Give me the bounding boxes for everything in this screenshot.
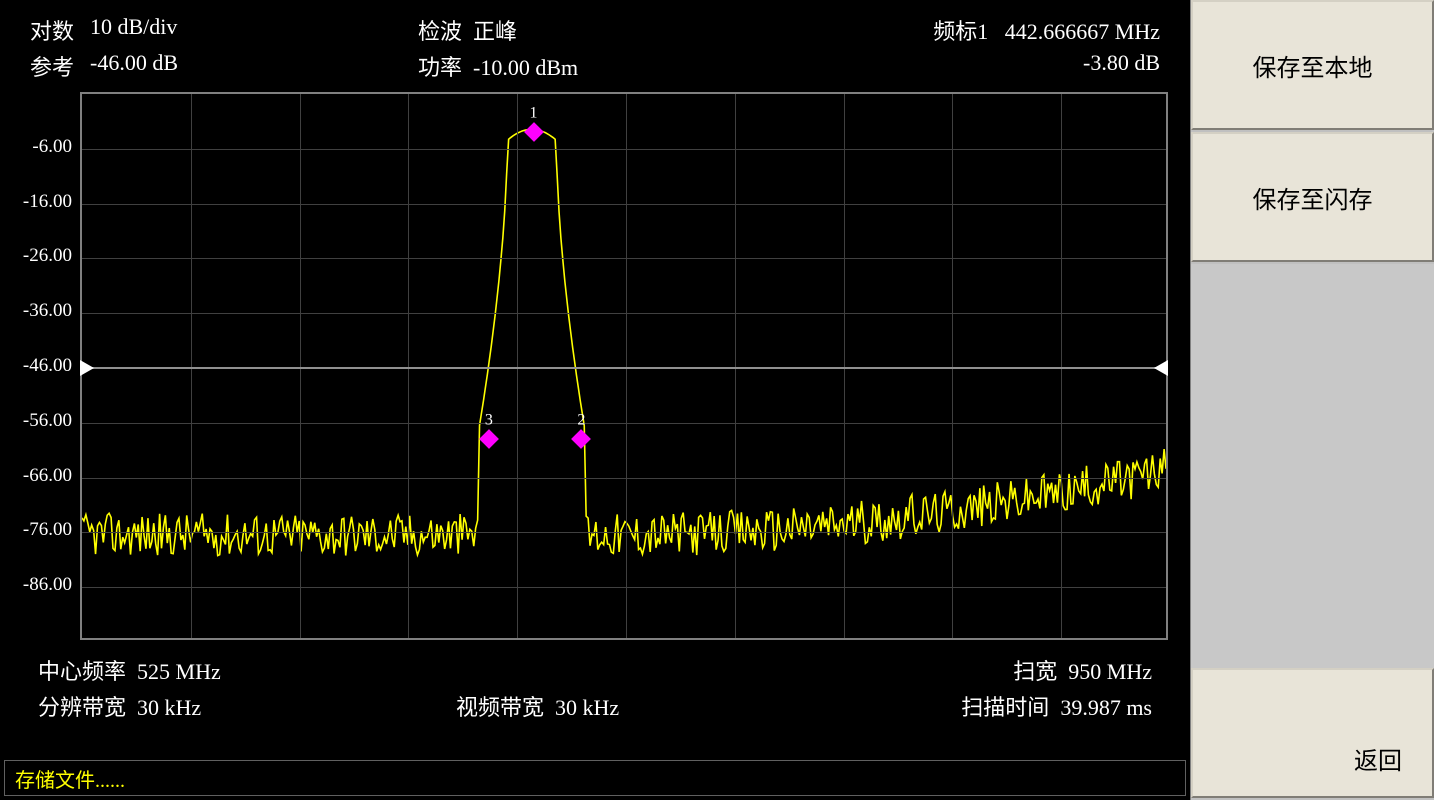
y-tick-label: -36.00 xyxy=(23,300,72,322)
y-tick-label: -26.00 xyxy=(23,245,72,267)
rbw: 分辨带宽 30 kHz xyxy=(38,690,201,722)
side-spacer xyxy=(1191,264,1434,668)
span: 扫宽 950 MHz xyxy=(1013,654,1152,686)
marker-label: 2 xyxy=(577,412,585,430)
grid-line-v xyxy=(408,94,409,638)
center-freq: 中心频率 525 MHz xyxy=(38,654,221,686)
grid-line-v xyxy=(191,94,192,638)
grid-line-h xyxy=(82,478,1166,479)
grid-line-h xyxy=(82,258,1166,259)
detector-label: 检波 正峰 xyxy=(418,14,517,46)
ref-value: -46.00 dB xyxy=(90,50,178,82)
header-row-2: 参考 -46.00 dB 功率 -10.00 dBm -3.80 dB xyxy=(0,50,1190,82)
save-flash-button[interactable]: 保存至闪存 xyxy=(1191,132,1434,262)
ref-label: 参考 xyxy=(30,50,90,82)
marker-label: 1 xyxy=(530,105,538,123)
ref-triangle-right-icon xyxy=(1154,360,1168,376)
status-text: 存储文件...... xyxy=(15,764,125,793)
y-tick-label: -66.00 xyxy=(23,465,72,487)
save-local-button[interactable]: 保存至本地 xyxy=(1191,0,1434,130)
grid-line-v xyxy=(626,94,627,638)
status-bar: 存储文件...... xyxy=(4,760,1186,796)
y-tick-label: -76.00 xyxy=(23,519,72,541)
grid-line-h xyxy=(82,423,1166,424)
vbw: 视频带宽 30 kHz xyxy=(456,690,619,722)
trace-svg xyxy=(82,94,1166,638)
grid-line-v xyxy=(952,94,953,638)
marker-label: 3 xyxy=(485,412,493,430)
grid-line-h xyxy=(82,587,1166,588)
grid-line-v xyxy=(517,94,518,638)
back-button[interactable]: 返回 xyxy=(1191,668,1434,798)
spectrum-trace xyxy=(82,129,1166,555)
spectrum-plot[interactable]: 1 2 3 xyxy=(80,92,1168,640)
grid-line-v xyxy=(1061,94,1062,638)
marker-amp: -3.80 dB xyxy=(1083,50,1160,82)
y-tick-label: -16.00 xyxy=(23,191,72,213)
grid-line-v xyxy=(300,94,301,638)
side-panel: 保存至本地 保存至闪存 返回 xyxy=(1190,0,1434,800)
marker-label: 频标1 442.666667 MHz xyxy=(933,14,1160,46)
grid-line-h xyxy=(82,532,1166,533)
reference-line xyxy=(82,367,1166,369)
y-axis-labels: -6.00 -16.00 -26.00 -36.00 -46.00 -56.00 -66.0… xyxy=(6,92,76,640)
grid-line-v xyxy=(735,94,736,638)
grid-line-v xyxy=(844,94,845,638)
y-tick-label: -56.00 xyxy=(23,410,72,432)
grid-line-h xyxy=(82,149,1166,150)
grid-line-h xyxy=(82,313,1166,314)
y-tick-label: -46.00 xyxy=(23,355,72,377)
log-scale-label: 对数 xyxy=(30,14,90,46)
header-row-1: 对数 10 dB/div 检波 正峰 频标1 442.666667 MHz xyxy=(0,14,1190,46)
footer-row-2: 分辨带宽 30 kHz 视频带宽 30 kHz 扫描时间 39.987 ms xyxy=(0,690,1190,722)
sweep-time: 扫描时间 39.987 ms xyxy=(961,690,1152,722)
log-scale-value: 10 dB/div xyxy=(90,14,177,46)
ref-triangle-left-icon xyxy=(80,360,94,376)
main-display: 对数 10 dB/div 检波 正峰 频标1 442.666667 MHz 参考… xyxy=(0,0,1190,800)
footer-row-1: 中心频率 525 MHz 扫宽 950 MHz xyxy=(0,654,1190,686)
power-label: 功率 -10.00 dBm xyxy=(418,50,578,82)
y-tick-label: -6.00 xyxy=(32,136,72,158)
y-tick-label: -86.00 xyxy=(23,574,72,596)
grid-line-h xyxy=(82,204,1166,205)
